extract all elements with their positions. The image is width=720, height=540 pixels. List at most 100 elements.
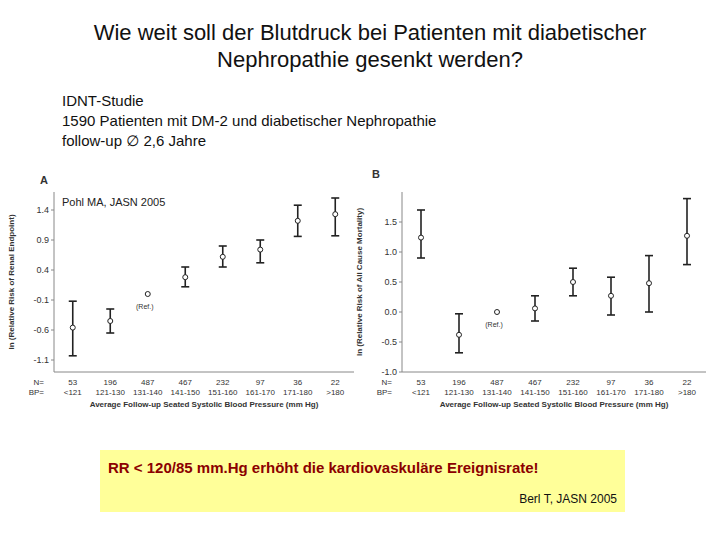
- n-value: 36: [645, 378, 654, 387]
- x-tick-label: 171-180: [634, 388, 664, 397]
- error-cap: [69, 300, 77, 302]
- y-tick: [399, 252, 402, 253]
- x-tick-label: 141-150: [520, 388, 550, 397]
- error-cap: [455, 313, 463, 315]
- point: [457, 332, 462, 337]
- error-cap: [607, 314, 615, 316]
- title-line: Wie weit soll der Blutdruck bei Patiente…: [94, 20, 647, 45]
- point: [571, 280, 576, 285]
- error-cap: [683, 264, 691, 266]
- y-tick-label: 0.0: [384, 307, 397, 317]
- y-tick-label: -1.1: [33, 355, 49, 365]
- point: [685, 233, 690, 238]
- error-cap: [219, 266, 227, 268]
- y-tick: [399, 222, 402, 223]
- x-tick-label: 131-140: [482, 388, 512, 397]
- x-tick-label: 121-130: [96, 388, 126, 397]
- n-value: 232: [216, 378, 230, 387]
- chart-panel: B-1.0-0.50.00.51.01.5ln (Relative Risk o…: [355, 168, 706, 409]
- error-line: [420, 210, 422, 258]
- conclusion-text: RR < 120/85 mm.Hg erhöht die kardiovasku…: [108, 459, 539, 476]
- point: [220, 254, 225, 259]
- error-cap: [531, 295, 539, 297]
- error-cap: [607, 276, 615, 278]
- n-value: 467: [179, 378, 193, 387]
- x-axis: [402, 372, 706, 373]
- point: [495, 310, 500, 315]
- error-cap: [219, 245, 227, 247]
- y-axis: [54, 192, 55, 372]
- error-bar: [106, 309, 114, 333]
- error-cap: [455, 352, 463, 354]
- conclusion-source: Berl T, JASN 2005: [519, 492, 617, 506]
- study-line: follow-up ∅ 2,6 Jahre: [62, 132, 206, 149]
- error-bar: [455, 314, 463, 353]
- error-bar: [417, 210, 425, 258]
- marks: [417, 199, 691, 353]
- x-tick-label: 151-160: [208, 388, 238, 397]
- error-cap: [331, 235, 339, 237]
- error-cap: [106, 308, 114, 310]
- y-tick-label: -0.6: [33, 325, 49, 335]
- x-tick-label: 141-150: [171, 388, 201, 397]
- point: [70, 325, 75, 330]
- y-tick-label: 1.5: [384, 217, 397, 227]
- error-bar: [569, 268, 577, 296]
- y-tick-label: 1.0: [384, 247, 397, 257]
- n-value: 97: [256, 378, 265, 387]
- error-bar: [331, 198, 339, 236]
- n-value: 487: [490, 378, 504, 387]
- x-tick-label: 171-180: [283, 388, 313, 397]
- bp-row-label: BP=: [29, 388, 45, 397]
- point: [609, 293, 614, 298]
- n-row-label: N=: [382, 378, 393, 387]
- x-axis-title: Average Follow-up Seated Systolic Blood …: [440, 400, 669, 409]
- point: [647, 281, 652, 286]
- slide-title: Wie weit soll der Blutdruck bei Patiente…: [94, 20, 647, 72]
- title-line: Nephropathie gesenkt werden?: [217, 47, 523, 72]
- error-cap: [256, 262, 264, 264]
- bp-row-label: BP=: [377, 388, 393, 397]
- y-tick: [399, 342, 402, 343]
- x-axis-title: Average Follow-up Seated Systolic Blood …: [90, 400, 319, 409]
- n-value: 196: [104, 378, 118, 387]
- error-bar: [531, 296, 539, 321]
- point: [145, 292, 150, 297]
- error-cap: [417, 209, 425, 211]
- n-value: 22: [331, 378, 340, 387]
- y-tick-label: -0.5: [381, 337, 397, 347]
- x-tick-label: 151-160: [558, 388, 588, 397]
- n-value: 22: [683, 378, 692, 387]
- y-tick-label: -0.1: [33, 295, 49, 305]
- error-bar: [645, 256, 653, 312]
- panel-letter: B: [372, 168, 380, 180]
- x-axis: [54, 372, 354, 373]
- y-tick: [51, 360, 54, 361]
- error-cap: [569, 267, 577, 269]
- error-bar: [294, 205, 302, 236]
- error-bar: [69, 301, 77, 356]
- error-cap: [181, 286, 189, 288]
- point: [333, 212, 338, 217]
- error-cap: [181, 266, 189, 268]
- y-tick-label: 1.4: [36, 205, 49, 215]
- n-row-label: N=: [34, 378, 45, 387]
- error-cap: [294, 236, 302, 238]
- y-tick-label: -1.0: [381, 367, 397, 377]
- n-value: 467: [528, 378, 542, 387]
- error-cap: [106, 332, 114, 334]
- x-tick-label: 121-130: [444, 388, 474, 397]
- chart-panel: A-1.1-0.6-0.10.40.91.4ln (Relative Risk …: [7, 174, 354, 409]
- point: [295, 218, 300, 223]
- error-line: [686, 199, 688, 265]
- error-bar: [219, 246, 227, 267]
- x-tick-label: 131-140: [133, 388, 163, 397]
- error-cap: [331, 197, 339, 199]
- error-bar: [683, 199, 691, 265]
- y-axis-title: ln (Relative Risk of All Cause Mortality…: [355, 208, 364, 357]
- source-citation: Pohl MA, JASN 2005: [62, 196, 165, 208]
- n-value: 232: [566, 378, 580, 387]
- conclusion-box: [100, 450, 625, 512]
- panel-letter: A: [40, 174, 48, 186]
- error-cap: [569, 295, 577, 297]
